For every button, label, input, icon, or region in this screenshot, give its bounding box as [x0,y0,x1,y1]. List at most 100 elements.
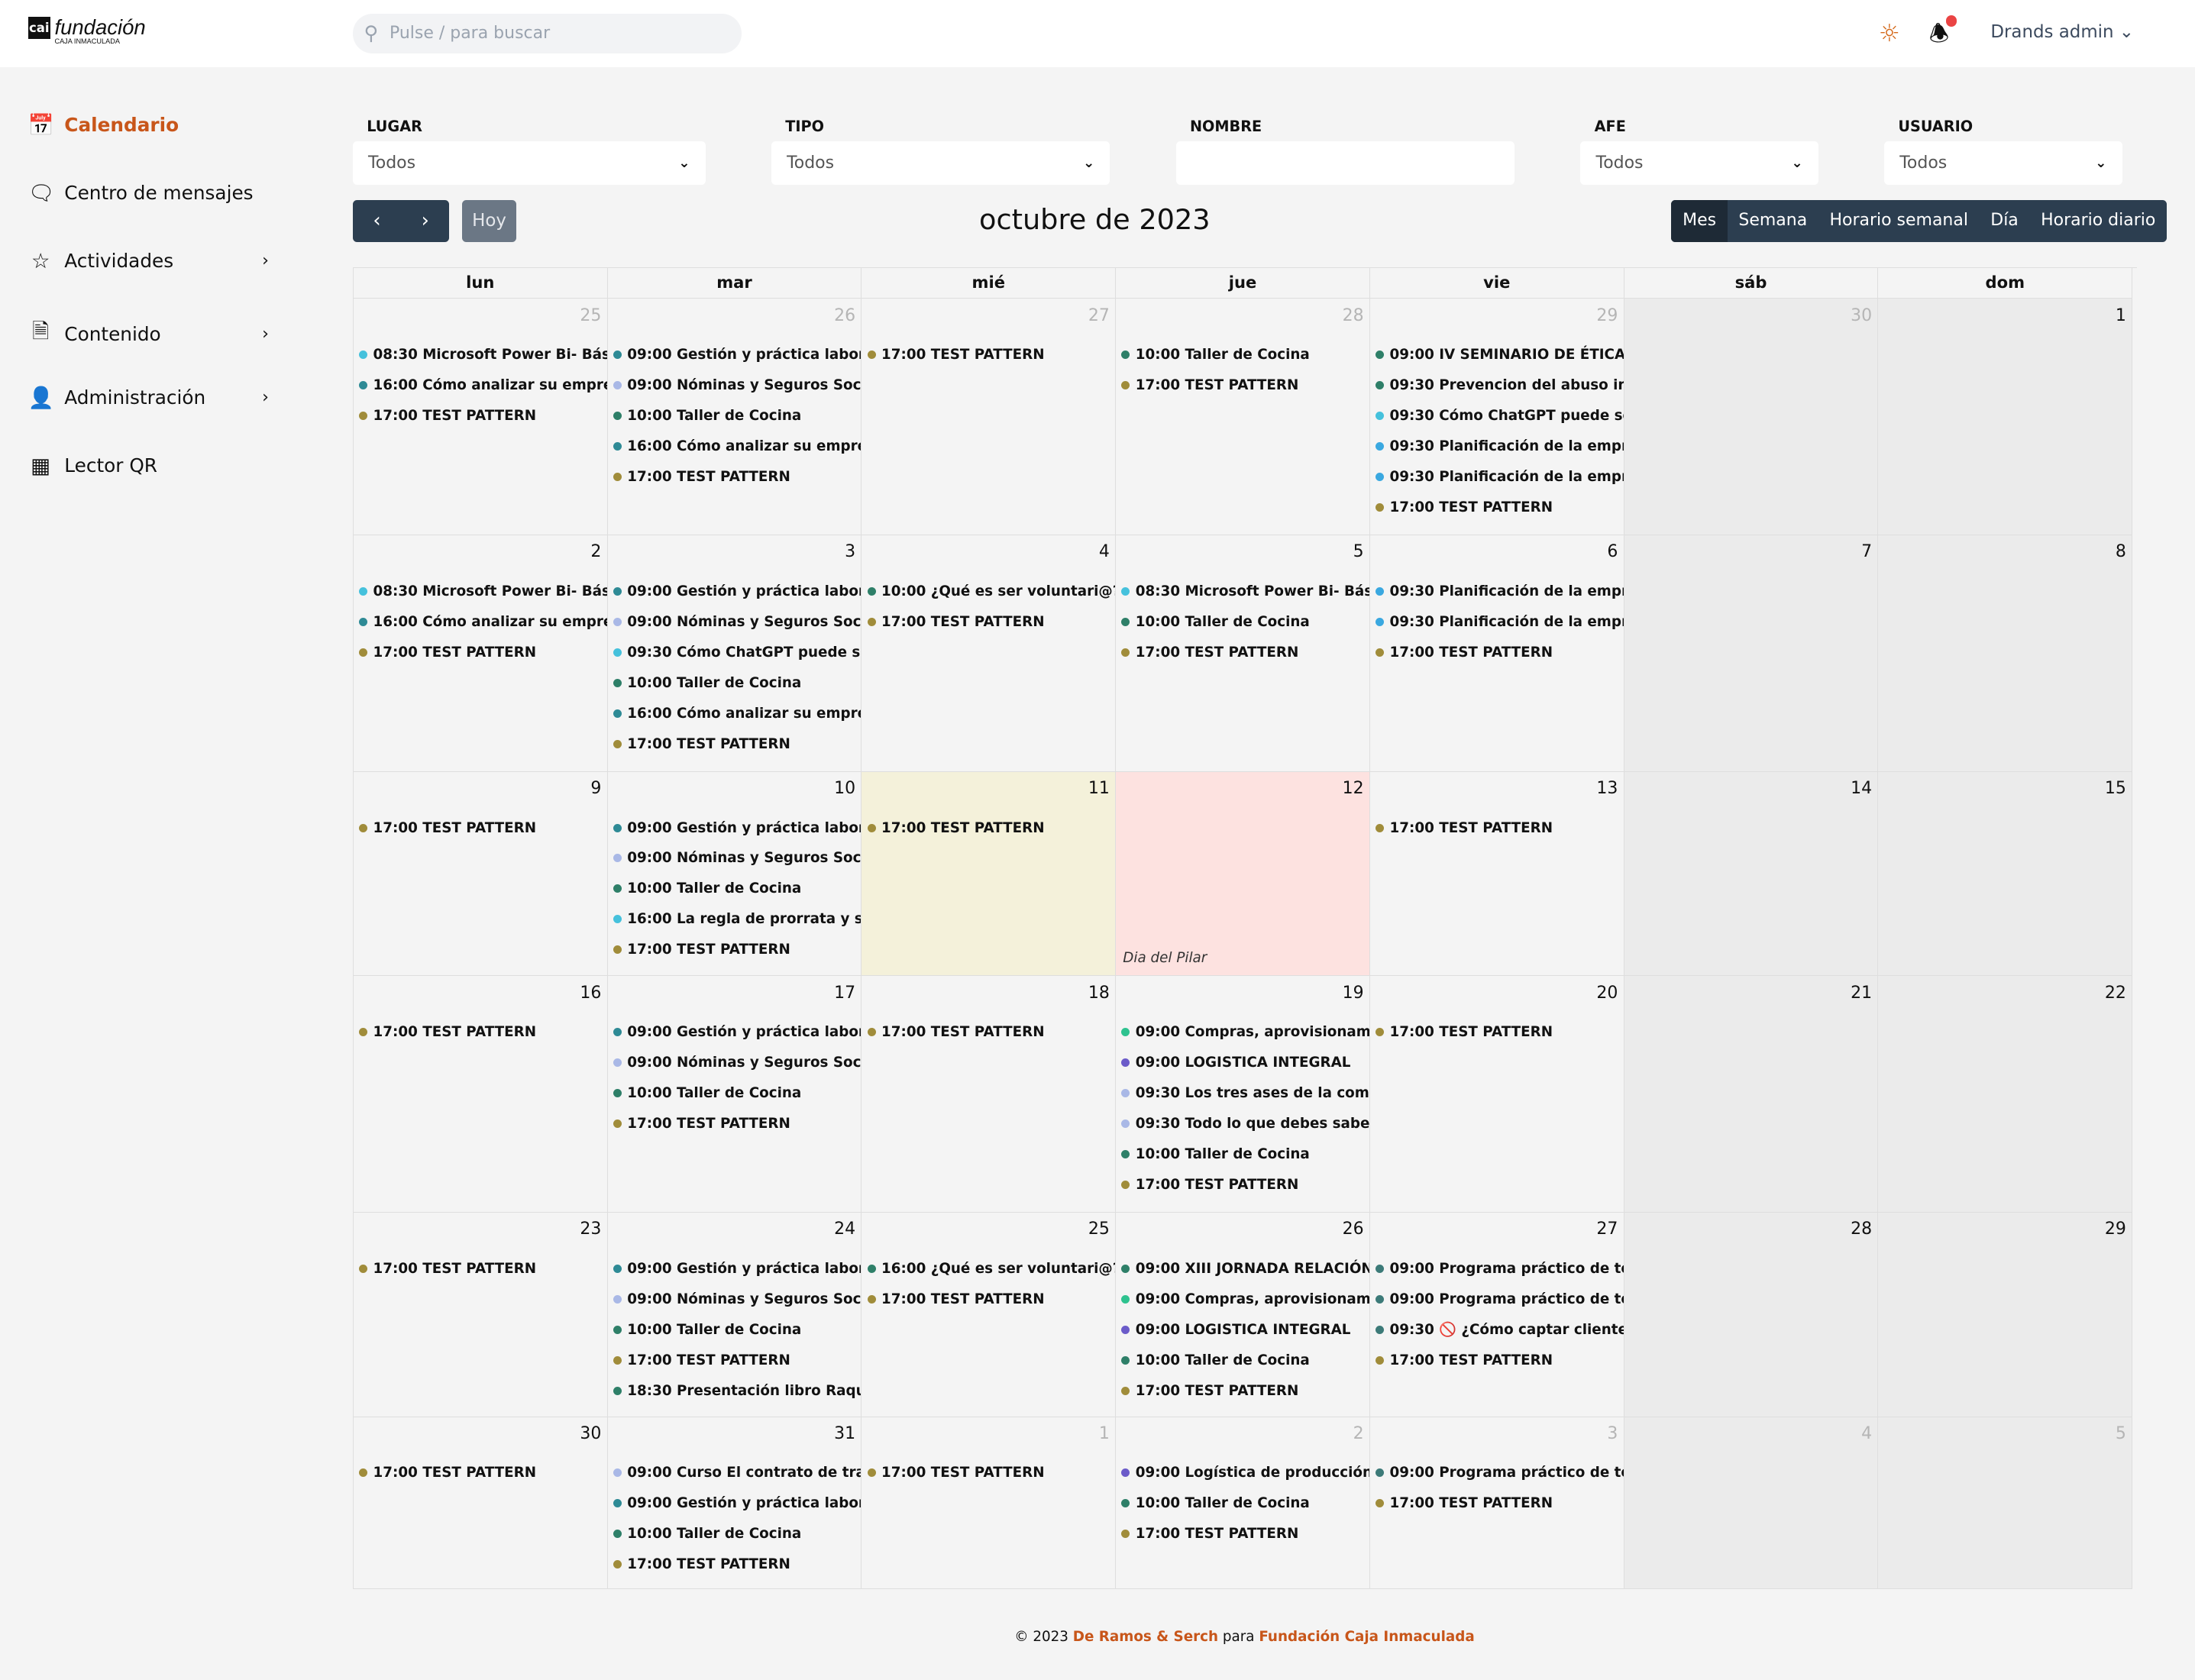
calendar-event[interactable]: 10:00 Taller de Cocina [613,400,861,431]
sidebar-item-lector-qr[interactable]: ▦ Lector QR [28,454,269,478]
day-number[interactable]: 2 [1353,1423,1364,1443]
calendar-event[interactable]: 10:00 Taller de Cocina [613,1314,861,1345]
calendar-event[interactable]: 17:00 TEST PATTERN [613,461,861,492]
day-number[interactable]: 22 [2104,983,2126,1003]
calendar-event[interactable]: 17:00 TEST PATTERN [359,1253,606,1284]
day-number[interactable]: 26 [1342,1220,1364,1239]
day-cell[interactable]: 11 17:00 TEST PATTERN [862,771,1117,977]
calendar-event[interactable]: 09:30 🚫 ¿Cómo captar clientes? [1376,1314,1624,1345]
calendar-event[interactable]: 09:00 XIII JORNADA RELACIÓN P [1121,1253,1369,1284]
day-number[interactable]: 29 [2104,1220,2126,1239]
calendar-event[interactable]: 09:00 Nóminas y Seguros Sociales [613,370,861,400]
day-cell[interactable]: 28 10:00 Taller de Cocina 17:00 TEST PATTE… [1116,299,1370,536]
day-cell[interactable]: 30 [1624,299,1879,536]
search-input[interactable] [386,22,715,45]
day-number[interactable]: 21 [1851,983,1873,1003]
calendar-event[interactable]: 17:00 TEST PATTERN [1376,1017,1623,1048]
day-number[interactable]: 15 [2104,779,2126,799]
calendar-event[interactable]: 09:00 Gestión y práctica laboral. I [613,1488,861,1519]
author-link[interactable]: De Ramos & Serch [1072,1629,1219,1646]
view-semana-button[interactable]: Semana [1738,211,1808,231]
calendar-event[interactable]: 17:00 TEST PATTERN [359,637,606,667]
filter-afe-select[interactable]: Todos ⌄ [1580,141,1818,185]
calendar-event[interactable]: 09:30 Cómo ChatGPT puede ser u [613,637,861,667]
calendar-event[interactable]: 16:00 Cómo analizar su empresa. [613,698,861,729]
day-number[interactable]: 8 [2115,542,2126,562]
calendar-event[interactable]: 17:00 TEST PATTERN [613,935,861,965]
calendar-event[interactable]: 09:30 Planificación de la empresa [1376,461,1624,492]
day-number[interactable]: 18 [1088,983,1110,1003]
day-cell[interactable]: 29 09:00 IV SEMINARIO DE ÉTICA 09:30 Preve… [1369,299,1624,536]
day-cell[interactable]: 18 17:00 TEST PATTERN [862,976,1117,1213]
day-number[interactable]: 9 [590,779,602,799]
day-number[interactable]: 3 [845,542,856,562]
calendar-event[interactable]: 16:00 ¿Qué es ser voluntari@? [867,1253,1115,1284]
calendar-event[interactable]: 16:00 Cómo analizar su empresa. [359,606,607,637]
day-cell[interactable]: 1 17:00 TEST PATTERN [862,1417,1117,1590]
calendar-event[interactable]: 16:00 Cómo analizar su empresa. [613,431,861,461]
day-cell[interactable]: 12 Dia del Pilar [1116,771,1370,977]
day-number[interactable]: 1 [2115,305,2126,325]
calendar-event[interactable]: 10:00 Taller de Cocina [1121,1345,1369,1375]
day-number[interactable]: 17 [834,983,856,1003]
day-cell[interactable]: 7 [1624,535,1879,772]
prev-month-button[interactable]: ‹ [373,209,381,233]
calendar-event[interactable]: 09:30 Planificación de la empresa [1376,431,1624,461]
calendar-event[interactable]: 09:00 Nóminas y Seguros Sociales [613,843,861,874]
calendar-event[interactable]: 17:00 TEST PATTERN [1376,637,1623,667]
calendar-event[interactable]: 10:00 Taller de Cocina [613,1519,861,1549]
day-number[interactable]: 10 [834,779,856,799]
day-number[interactable]: 19 [1342,983,1364,1003]
sidebar-item-actividades[interactable]: ☆ Actividades › [28,249,269,273]
calendar-event[interactable]: 17:00 TEST PATTERN [867,1017,1115,1048]
view-horario-diario-button[interactable]: Horario diario [2041,211,2156,231]
org-link[interactable]: Fundación Caja Inmaculada [1259,1629,1475,1646]
calendar-event[interactable]: 18:30 Presentación libro Raquel V [613,1375,861,1406]
calendar-event[interactable]: 17:00 TEST PATTERN [1121,370,1369,400]
view-horario-semanal-button[interactable]: Horario semanal [1829,211,1968,231]
calendar-event[interactable]: 17:00 TEST PATTERN [359,1017,606,1048]
day-number[interactable]: 25 [1088,1220,1110,1239]
day-cell[interactable]: 14 [1624,771,1879,977]
calendar-event[interactable]: 09:00 Gestión y práctica laboral. I [613,1253,861,1284]
day-number[interactable]: 28 [1851,1220,1873,1239]
calendar-event[interactable]: 09:00 Logística de producción [1121,1458,1369,1488]
calendar-event[interactable]: 09:30 Prevencion del abuso infant [1376,370,1624,400]
calendar-event[interactable]: 10:00 Taller de Cocina [1121,1488,1369,1519]
day-number[interactable]: 23 [580,1220,602,1239]
notifications-bell-icon[interactable]: 🕭 [1929,15,1957,56]
calendar-event[interactable]: 09:30 Cómo ChatGPT puede ser u [1376,400,1624,431]
calendar-event[interactable]: 09:00 Nóminas y Seguros Sociales [613,1048,861,1078]
calendar-event[interactable]: 17:00 TEST PATTERN [359,400,606,431]
day-cell[interactable]: 609:30 Planificación de la empresa09:30 … [1369,535,1624,772]
day-cell[interactable]: 8 [1878,535,2133,772]
day-number[interactable]: 2 [590,542,602,562]
day-cell[interactable]: 20 17:00 TEST PATTERN [1369,976,1624,1213]
calendar-event[interactable]: 17:00 TEST PATTERN [1121,1519,1369,1549]
calendar-event[interactable]: 17:00 TEST PATTERN [867,813,1115,843]
day-number[interactable]: 24 [834,1220,856,1239]
calendar-event[interactable]: 09:30 Todo lo que debes saber pa [1121,1108,1369,1139]
calendar-event[interactable]: 09:00 Curso El contrato de trabajo [613,1458,861,1488]
day-cell[interactable]: 19 09:00 Compras, aprovisionamient 09:00 L… [1116,976,1370,1213]
day-cell[interactable]: 26 09:00 XIII JORNADA RELACIÓN P 09:00 Com… [1116,1213,1370,1417]
day-number[interactable]: 27 [1596,1220,1618,1239]
day-number[interactable]: 27 [1088,305,1110,325]
day-number[interactable]: 28 [1342,305,1364,325]
today-button[interactable]: Hoy [461,200,517,243]
sidebar-item-calendario[interactable]: 📅 Calendario [28,112,269,137]
day-cell[interactable]: 4 [1624,1417,1879,1590]
day-cell[interactable]: 23 17:00 TEST PATTERN [353,1213,608,1417]
calendar-event[interactable]: 10:00 Taller de Cocina [1121,606,1369,637]
calendar-event[interactable]: 17:00 TEST PATTERN [613,1549,861,1580]
calendar-event[interactable]: 17:00 TEST PATTERN [867,340,1115,370]
search-box[interactable]: ⚲ [352,14,742,53]
user-menu[interactable]: Drands admin ⌄ [1990,22,2134,42]
sidebar-item-administración[interactable]: 👤 Administración › [28,385,269,410]
day-number[interactable]: 7 [1861,542,1873,562]
day-cell[interactable]: 15 [1878,771,2133,977]
calendar-event[interactable]: 10:00 Taller de Cocina [1121,340,1369,370]
day-cell[interactable]: 25 16:00 ¿Qué es ser voluntari@? 17:00 TES… [862,1213,1117,1417]
calendar-event[interactable]: 09:00 Programa práctico de técni [1376,1458,1624,1488]
